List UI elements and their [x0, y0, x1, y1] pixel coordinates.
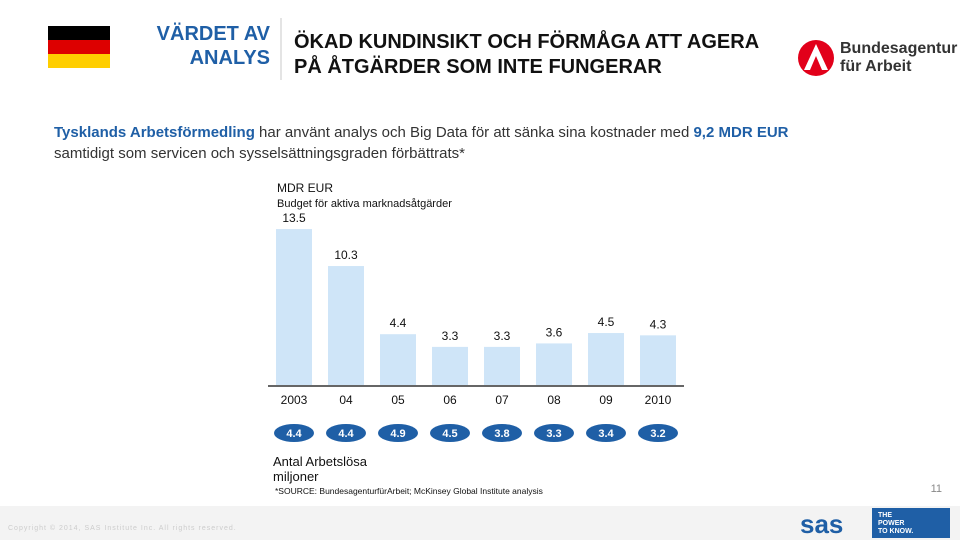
logo-text: für Arbeit [840, 58, 912, 75]
x-tick-label: 07 [495, 393, 509, 407]
source-note: *SOURCE: BundesagenturfürArbeit; McKinse… [275, 486, 543, 496]
flag-stripe [48, 26, 110, 40]
unemployed-value: 3.3 [546, 428, 561, 440]
x-tick-label: 09 [599, 393, 613, 407]
unemployed-value: 3.4 [598, 428, 614, 440]
unemployed-value: 3.8 [494, 428, 509, 440]
slide-title: ÖKAD KUNDINSIKT OCH FÖRMÅGA ATT AGERA [294, 29, 759, 53]
x-tick-label: 04 [339, 393, 353, 407]
bar [536, 343, 572, 385]
bar [588, 333, 624, 385]
bar [640, 335, 676, 385]
lead-text: samtidigt som servicen och sysselsättnin… [54, 145, 465, 162]
x-tick-label: 2010 [645, 393, 672, 407]
tagline-box [872, 508, 950, 538]
chart-subtitle: Budget för aktiva marknadsåtgärder [277, 198, 452, 210]
flag-stripe [48, 54, 110, 68]
unemployed-badge [534, 424, 574, 442]
logo: Bundesagentur für Arbeit [798, 40, 957, 76]
chart: 13.5 2003 10.3 04 4.4 05 3.3 06 3.3 07 3.6 08 4.5 09 4… [268, 211, 684, 442]
lead-text: Tysklands Arbetsförmedling har använt an… [54, 124, 789, 141]
value-label: 4.4 [390, 316, 407, 330]
brand: sas [800, 509, 843, 539]
unemployed-value: 3.2 [650, 428, 665, 440]
lead-body: har använt analys och Big Data för att s… [255, 124, 694, 141]
unemployed-badge [430, 424, 470, 442]
value-label: 4.3 [650, 317, 667, 331]
value-label: 13.5 [282, 211, 306, 225]
unemployed-badge [326, 424, 366, 442]
footer-bar [0, 506, 960, 540]
unemployed-badge [482, 424, 522, 442]
unemployed-badge [274, 424, 314, 442]
logo-text: Bundesagentur [840, 40, 957, 57]
unemployed-value: 4.9 [390, 428, 405, 440]
bar [328, 266, 364, 385]
lead-highlight: Tysklands Arbetsförmedling [54, 124, 255, 141]
bar [432, 346, 468, 385]
value-label: 10.3 [334, 248, 358, 262]
tagline: THE [878, 512, 892, 519]
unemployed-badge [586, 424, 626, 442]
bar [484, 346, 520, 385]
unemployed-value: 4.5 [442, 428, 457, 440]
section-label: ANALYS [190, 47, 270, 69]
value-label: 3.6 [546, 325, 563, 339]
slide-title: PÅ ÅTGÄRDER SOM INTE FUNGERAR [294, 54, 662, 78]
logo-glyph [804, 44, 828, 70]
value-label: 3.3 [442, 329, 459, 343]
unemployed-value: 4.4 [286, 428, 302, 440]
unemployed-badge [638, 424, 678, 442]
x-tick-label: 06 [443, 393, 457, 407]
value-label: 3.3 [494, 329, 511, 343]
x-tick-label: 05 [391, 393, 405, 407]
x-tick-label: 2003 [281, 393, 308, 407]
copyright: Copyright © 2014, SAS Institute Inc. All… [8, 524, 237, 532]
page-number: 11 [931, 483, 942, 495]
bar [380, 334, 416, 385]
lead-highlight: 9,2 MDR EUR [693, 124, 788, 141]
chart-unit: MDR EUR [277, 181, 333, 195]
unemployed-badge [378, 424, 418, 442]
flag-stripe [48, 40, 110, 54]
bar [276, 229, 312, 385]
x-tick-label: 08 [547, 393, 561, 407]
unemployed-label: miljoner [273, 469, 319, 484]
section-label: VÄRDET AV [157, 22, 271, 45]
unemployed-label: Antal Arbetslösa [273, 454, 368, 469]
value-label: 4.5 [598, 315, 615, 329]
unemployed-value: 4.4 [338, 428, 354, 440]
tagline: TO KNOW. [878, 528, 913, 535]
tagline: POWER [878, 520, 904, 527]
